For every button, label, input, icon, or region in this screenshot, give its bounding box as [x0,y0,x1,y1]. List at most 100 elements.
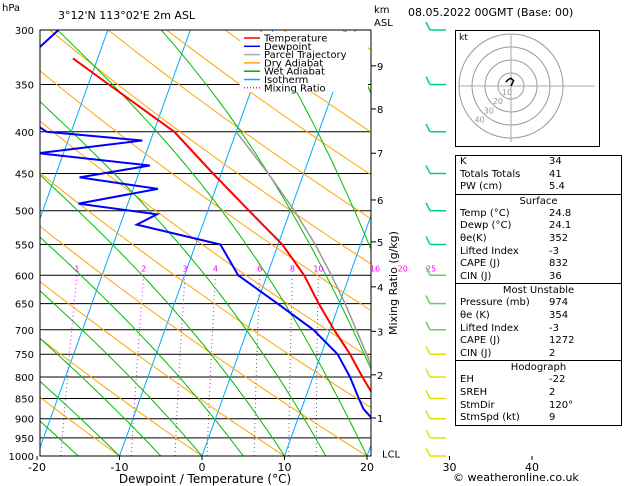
most-unstable-index-label: CIN (J) [460,347,492,359]
dry-adiabat-line [40,396,120,456]
dry-adiabat-line [40,70,371,312]
legend-label: Wet Adiabat [264,67,325,78]
pressure-tick-label: 900 [15,415,34,426]
pressure-tick-label: 1000 [9,452,34,463]
legend-label: Dry Adiabat [264,58,323,69]
wind-barb-icon [425,123,431,133]
most-unstable-index-value: 354 [549,309,569,321]
wind-barb-icon [425,21,431,31]
mixing-ratio-label: 1 [74,264,79,273]
wet-adiabat-line [57,30,368,456]
asl-unit-label: ASL [374,18,393,29]
pressure-tick-label: 950 [15,434,34,445]
mixing-ratio-label: 10 [313,264,323,273]
mixing-ratio-label: 20 [398,264,408,273]
x-tick-label: 10 [278,461,292,474]
pressure-tick-label: 750 [15,350,34,361]
hodograph-index-value: 9 [549,412,556,424]
most-unstable-index-row: CIN (J) 2 [456,348,621,361]
hodograph-unit: kt [459,33,468,43]
lcl-label: LCL [382,450,401,461]
surface-index-value: 832 [549,258,569,270]
x-tick-label: -20 [28,461,46,474]
basic-index-row: K 34 [456,156,621,169]
basic-index-label: Totals Totals [460,168,521,180]
surface-index-value: 36 [549,270,562,282]
mixing-ratio-line [403,275,406,456]
wind-barb-icon [425,76,431,85]
surface-index-label: CAPE (J) [460,258,501,270]
mixing-ratio-label: 25 [426,264,436,273]
wind-barb-icon [425,295,431,304]
legend-label: Parcel Trajectory [264,50,347,61]
km-tick-label: 1 [377,414,383,425]
most-unstable-index-label: Pressure (mb) [460,297,530,309]
mixing-ratio-line [315,275,319,456]
most-unstable-index-row: θe (K) 354 [456,310,621,323]
hodograph-index-row: EH -22 [456,374,621,387]
wet-adiabat-line [259,30,371,251]
isotherm-line [284,214,371,456]
legend-label: Mixing Ratio [264,83,326,94]
most-unstable-index-value: -3 [549,322,559,334]
km-tick-label: 9 [377,62,383,73]
km-tick-label: 5 [377,238,383,249]
legend-label: Temperature [263,34,327,45]
hodograph-trace [505,77,515,87]
hodograph-box-title: Hodograph [456,360,621,374]
isotherm-line [40,30,191,450]
wet-adiabat-line [40,174,285,456]
mixing-ratio-line [206,275,216,456]
mixing-ratio-label: 16 [370,264,380,273]
isotherm-line [201,30,356,456]
mixing-ratio-label: 4 [213,264,218,273]
wet-adiabat-line [40,100,327,456]
basic-index-value: 5.4 [549,181,565,193]
km-tick-label: 4 [377,283,383,294]
hodograph-index-value: 120° [549,399,574,411]
wind-barb-icon [425,266,431,276]
dry-adiabat-line [40,280,285,456]
pressure-tick-label: 700 [15,326,34,337]
parcel-trajectory-profile [235,131,371,368]
surface-index-label: CIN (J) [460,270,492,282]
pressure-tick-label: 800 [15,373,34,384]
wind-barb-icon [425,368,431,378]
wet-adiabat-line [40,290,203,456]
dry-adiabat-line [166,30,371,176]
hodograph-index-value: -22 [549,374,566,386]
mixing-ratio-line [60,275,78,456]
surface-index-value: 24.1 [549,220,572,232]
surface-index-label: Temp (°C) [460,207,510,219]
x-tick-label: 20 [360,461,374,474]
km-tick-label: 7 [377,149,383,160]
x-tick-label: 0 [199,461,206,474]
x-tick-label: 30 [443,461,457,474]
hodograph-index-row: StmDir 120° [456,400,621,413]
dry-adiabat-line [49,30,371,265]
mixing-ratio-line [288,275,293,456]
km-tick-label: 6 [377,196,383,207]
surface-index-label: Dewp (°C) [460,220,512,232]
wind-barb-icon [425,447,431,457]
pressure-tick-label: 650 [15,300,34,311]
mixing-ratio-line [130,275,145,456]
most-unstable-index-row: Lifted Index -3 [456,323,621,336]
mixing-ratio-label: 8 [290,264,295,273]
km-tick-label: 8 [377,105,383,116]
pressure-tick-label: 350 [15,81,34,92]
wind-barb-icon [425,390,431,399]
most-unstable-index-row: Pressure (mb) 974 [456,297,621,310]
dry-adiabat-line [107,30,371,220]
most-unstable-index-value: 2 [549,347,556,359]
legend-box [240,32,368,92]
surface-index-label: Lifted Index [460,245,519,257]
location-label: 3°12'N 113°02'E 2m ASL [58,9,196,22]
most-unstable-index-label: θe (K) [460,309,490,321]
mixing-ratio-label: 3 [182,264,187,273]
hodograph-index-label: StmDir [460,399,495,411]
most-unstable-title: Most Unstable [456,283,621,297]
mixing-ratio-label: 2 [141,264,146,273]
